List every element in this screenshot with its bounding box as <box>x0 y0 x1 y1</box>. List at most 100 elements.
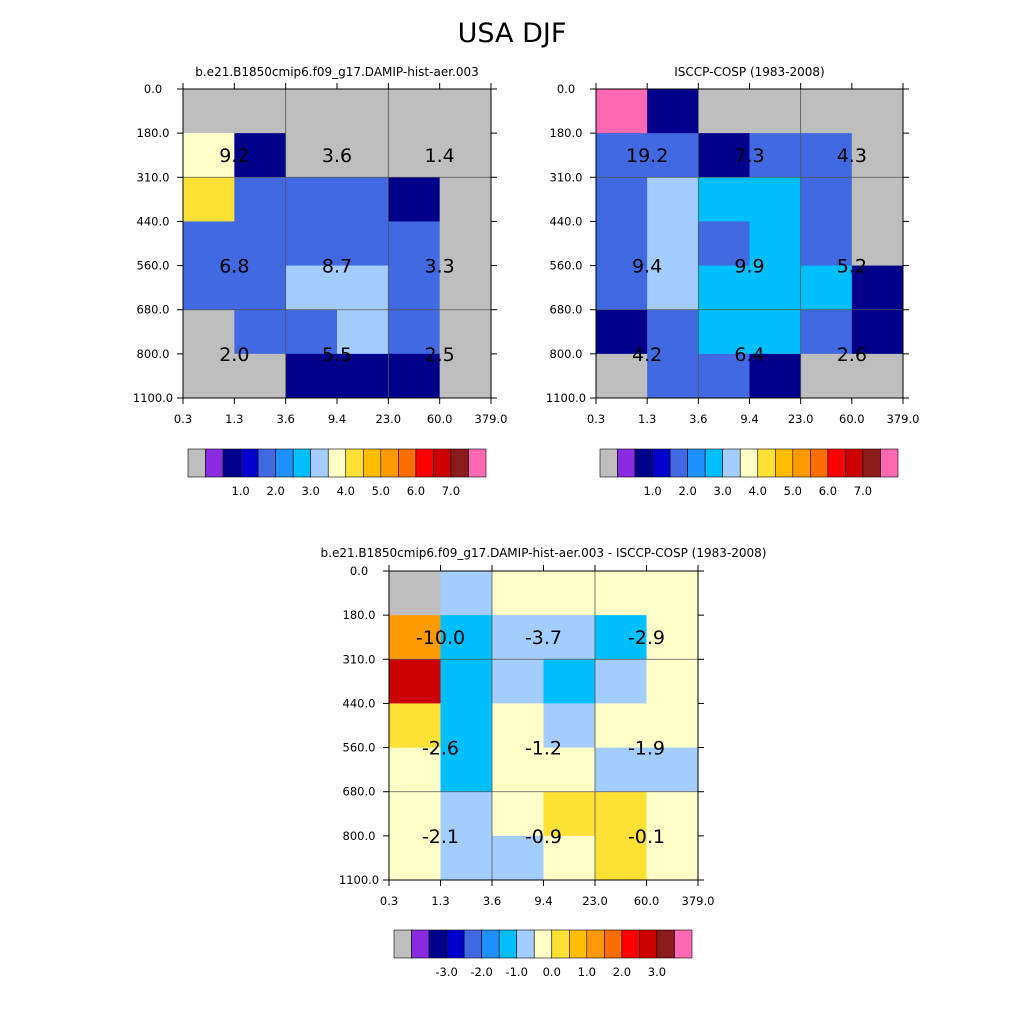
heatmap-cell <box>389 571 441 616</box>
colorbar-swatch <box>656 929 675 959</box>
x-tick-label: 23.0 <box>788 412 814 426</box>
heatmap-cell <box>647 309 699 355</box>
heatmap-cell <box>492 703 544 749</box>
heatmap-cell <box>183 221 235 267</box>
heatmap-cell <box>492 571 544 616</box>
heatmap-cell <box>234 177 287 222</box>
colorbar-swatch <box>481 929 500 959</box>
heatmap-cell <box>285 133 338 178</box>
heatmap-cell <box>595 791 647 837</box>
colorbar-swatch <box>380 448 399 478</box>
heatmap-cell <box>647 353 699 399</box>
heatmap-cell <box>388 177 441 222</box>
cell-annotation: -10.0 <box>416 627 465 649</box>
heatmap-cell <box>388 265 441 311</box>
heatmap-cell <box>388 309 441 355</box>
heatmap-cell <box>440 703 493 749</box>
colorbar-swatch <box>669 448 688 478</box>
heatmap-cell <box>440 571 493 616</box>
heatmap-cell <box>595 615 647 660</box>
y-tick-label: 560.0 <box>137 259 170 273</box>
colorbar-swatch <box>634 448 653 478</box>
heatmap-cell <box>389 747 441 793</box>
colorbar-label: -2.0 <box>470 965 492 979</box>
heatmap-cell <box>337 265 389 311</box>
x-tick-label: 60.0 <box>427 412 453 426</box>
panel-title: b.e21.B1850cmip6.f09_g17.DAMIP-hist-aer.… <box>321 546 767 560</box>
colorbar-swatch <box>604 929 623 959</box>
colorbar-swatch <box>862 448 881 478</box>
heatmap-cell <box>439 265 492 311</box>
heatmap-cell <box>647 133 699 178</box>
heatmap-cell <box>440 615 493 660</box>
heatmap-cell <box>543 703 596 749</box>
colorbar-missing-swatch <box>599 448 618 478</box>
heatmap-cell <box>337 177 389 222</box>
colorbar-swatch <box>551 929 570 959</box>
colorbar-swatch <box>398 448 417 478</box>
colorbar-label: 3.0 <box>302 484 320 498</box>
colorbar-label: 6.0 <box>819 484 837 498</box>
heatmap-cell <box>646 659 699 704</box>
heatmap-cell <box>285 353 338 399</box>
cell-annotation: 5.2 <box>837 256 867 278</box>
heatmap-cell <box>337 353 389 399</box>
y-tick-label: 560.0 <box>343 741 376 755</box>
colorbar-label: 7.0 <box>442 484 460 498</box>
heatmap-cell <box>389 835 441 881</box>
heatmap-cell <box>749 265 802 311</box>
colorbar-swatch <box>617 448 636 478</box>
heatmap-cell <box>337 221 389 267</box>
colorbar-swatch <box>450 448 469 478</box>
x-tick-label: 1.3 <box>225 412 243 426</box>
heatmap-cell <box>337 89 389 134</box>
y-tick-label: 680.0 <box>343 785 376 799</box>
y-tick-label: 180.0 <box>343 608 376 622</box>
heatmap-cell <box>749 309 802 355</box>
heatmap-cell <box>800 133 853 178</box>
heatmap-cell <box>492 791 544 837</box>
heatmap-cell <box>698 353 750 399</box>
heatmap-cell <box>183 353 235 399</box>
colorbar-swatch <box>433 448 452 478</box>
heatmap-cell <box>388 133 441 178</box>
colorbar-swatch <box>516 929 535 959</box>
x-tick-label: 0.3 <box>174 412 192 426</box>
heatmap-cell <box>647 265 699 311</box>
colorbar-swatch <box>222 448 241 478</box>
y-tick-label: 560.0 <box>550 259 583 273</box>
colorbar-label: 1.0 <box>231 484 249 498</box>
heatmap-cell <box>543 791 596 837</box>
heatmap-cell <box>749 221 802 267</box>
heatmap-cell <box>800 309 853 355</box>
heatmap-cell <box>543 571 596 616</box>
colorbar-swatch <box>292 448 312 478</box>
y-tick-label: 800.0 <box>137 347 170 361</box>
heatmap-cell <box>389 791 441 837</box>
heatmap-cell <box>851 353 904 399</box>
colorbar-swatch <box>652 448 671 478</box>
heatmap-cell <box>647 221 699 267</box>
colorbar-swatch <box>568 929 588 959</box>
x-tick-label: 23.0 <box>376 412 402 426</box>
heatmap-cell <box>851 133 904 178</box>
heatmap-cell <box>851 309 904 355</box>
heatmap-cell <box>389 703 441 749</box>
heatmap-cell <box>596 221 648 267</box>
heatmap-cell <box>851 177 904 222</box>
heatmap-cell <box>388 353 441 399</box>
colorbar-label: 7.0 <box>854 484 872 498</box>
heatmap-cell <box>183 133 235 178</box>
heatmap-cell <box>285 177 338 222</box>
cell-annotation: 9.9 <box>734 256 764 278</box>
colorbar-swatch <box>687 448 706 478</box>
heatmap-cell <box>440 659 493 704</box>
colorbar-swatch <box>446 929 465 959</box>
colorbar-label: 3.0 <box>714 484 732 498</box>
y-tick-label: 180.0 <box>137 126 170 140</box>
colorbar-label: 2.0 <box>613 965 631 979</box>
colorbar-swatch <box>205 448 224 478</box>
colorbar-swatch <box>722 448 741 478</box>
cell-annotation: 6.8 <box>219 256 249 278</box>
heatmap-cell <box>596 309 648 355</box>
